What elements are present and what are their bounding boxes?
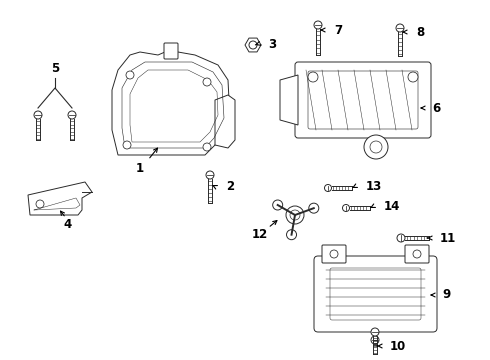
Circle shape (330, 250, 338, 258)
Circle shape (249, 41, 257, 49)
Circle shape (324, 184, 332, 192)
Circle shape (308, 72, 318, 82)
Polygon shape (215, 95, 235, 148)
Circle shape (314, 21, 322, 29)
FancyBboxPatch shape (295, 62, 431, 138)
Text: 13: 13 (366, 180, 382, 193)
Circle shape (206, 171, 214, 179)
Circle shape (34, 111, 42, 119)
Text: 7: 7 (334, 23, 342, 36)
Text: 8: 8 (416, 26, 424, 39)
Circle shape (309, 203, 319, 213)
Polygon shape (280, 75, 298, 125)
Circle shape (203, 78, 211, 86)
Circle shape (68, 111, 76, 119)
FancyBboxPatch shape (405, 245, 429, 263)
Text: 9: 9 (442, 288, 450, 302)
Circle shape (36, 200, 44, 208)
Circle shape (413, 250, 421, 258)
Text: 4: 4 (64, 219, 72, 231)
Text: 14: 14 (384, 199, 400, 212)
Circle shape (371, 328, 379, 336)
FancyBboxPatch shape (314, 256, 437, 332)
Text: 11: 11 (440, 231, 456, 244)
Circle shape (123, 141, 131, 149)
Circle shape (397, 234, 405, 242)
Circle shape (343, 204, 349, 211)
Text: 10: 10 (390, 339, 406, 352)
Text: 2: 2 (226, 180, 234, 194)
Circle shape (396, 24, 404, 32)
Text: 3: 3 (268, 37, 276, 50)
FancyBboxPatch shape (164, 43, 178, 59)
Circle shape (203, 143, 211, 151)
Circle shape (286, 206, 304, 224)
Text: 5: 5 (51, 62, 59, 75)
Circle shape (287, 230, 296, 240)
Polygon shape (112, 52, 230, 155)
FancyBboxPatch shape (322, 245, 346, 263)
Polygon shape (28, 182, 92, 215)
Circle shape (272, 200, 283, 210)
Circle shape (371, 336, 379, 344)
Circle shape (126, 71, 134, 79)
Circle shape (408, 72, 418, 82)
Circle shape (364, 135, 388, 159)
Text: 12: 12 (252, 229, 268, 242)
Text: 1: 1 (136, 162, 144, 175)
Text: 6: 6 (432, 102, 440, 114)
